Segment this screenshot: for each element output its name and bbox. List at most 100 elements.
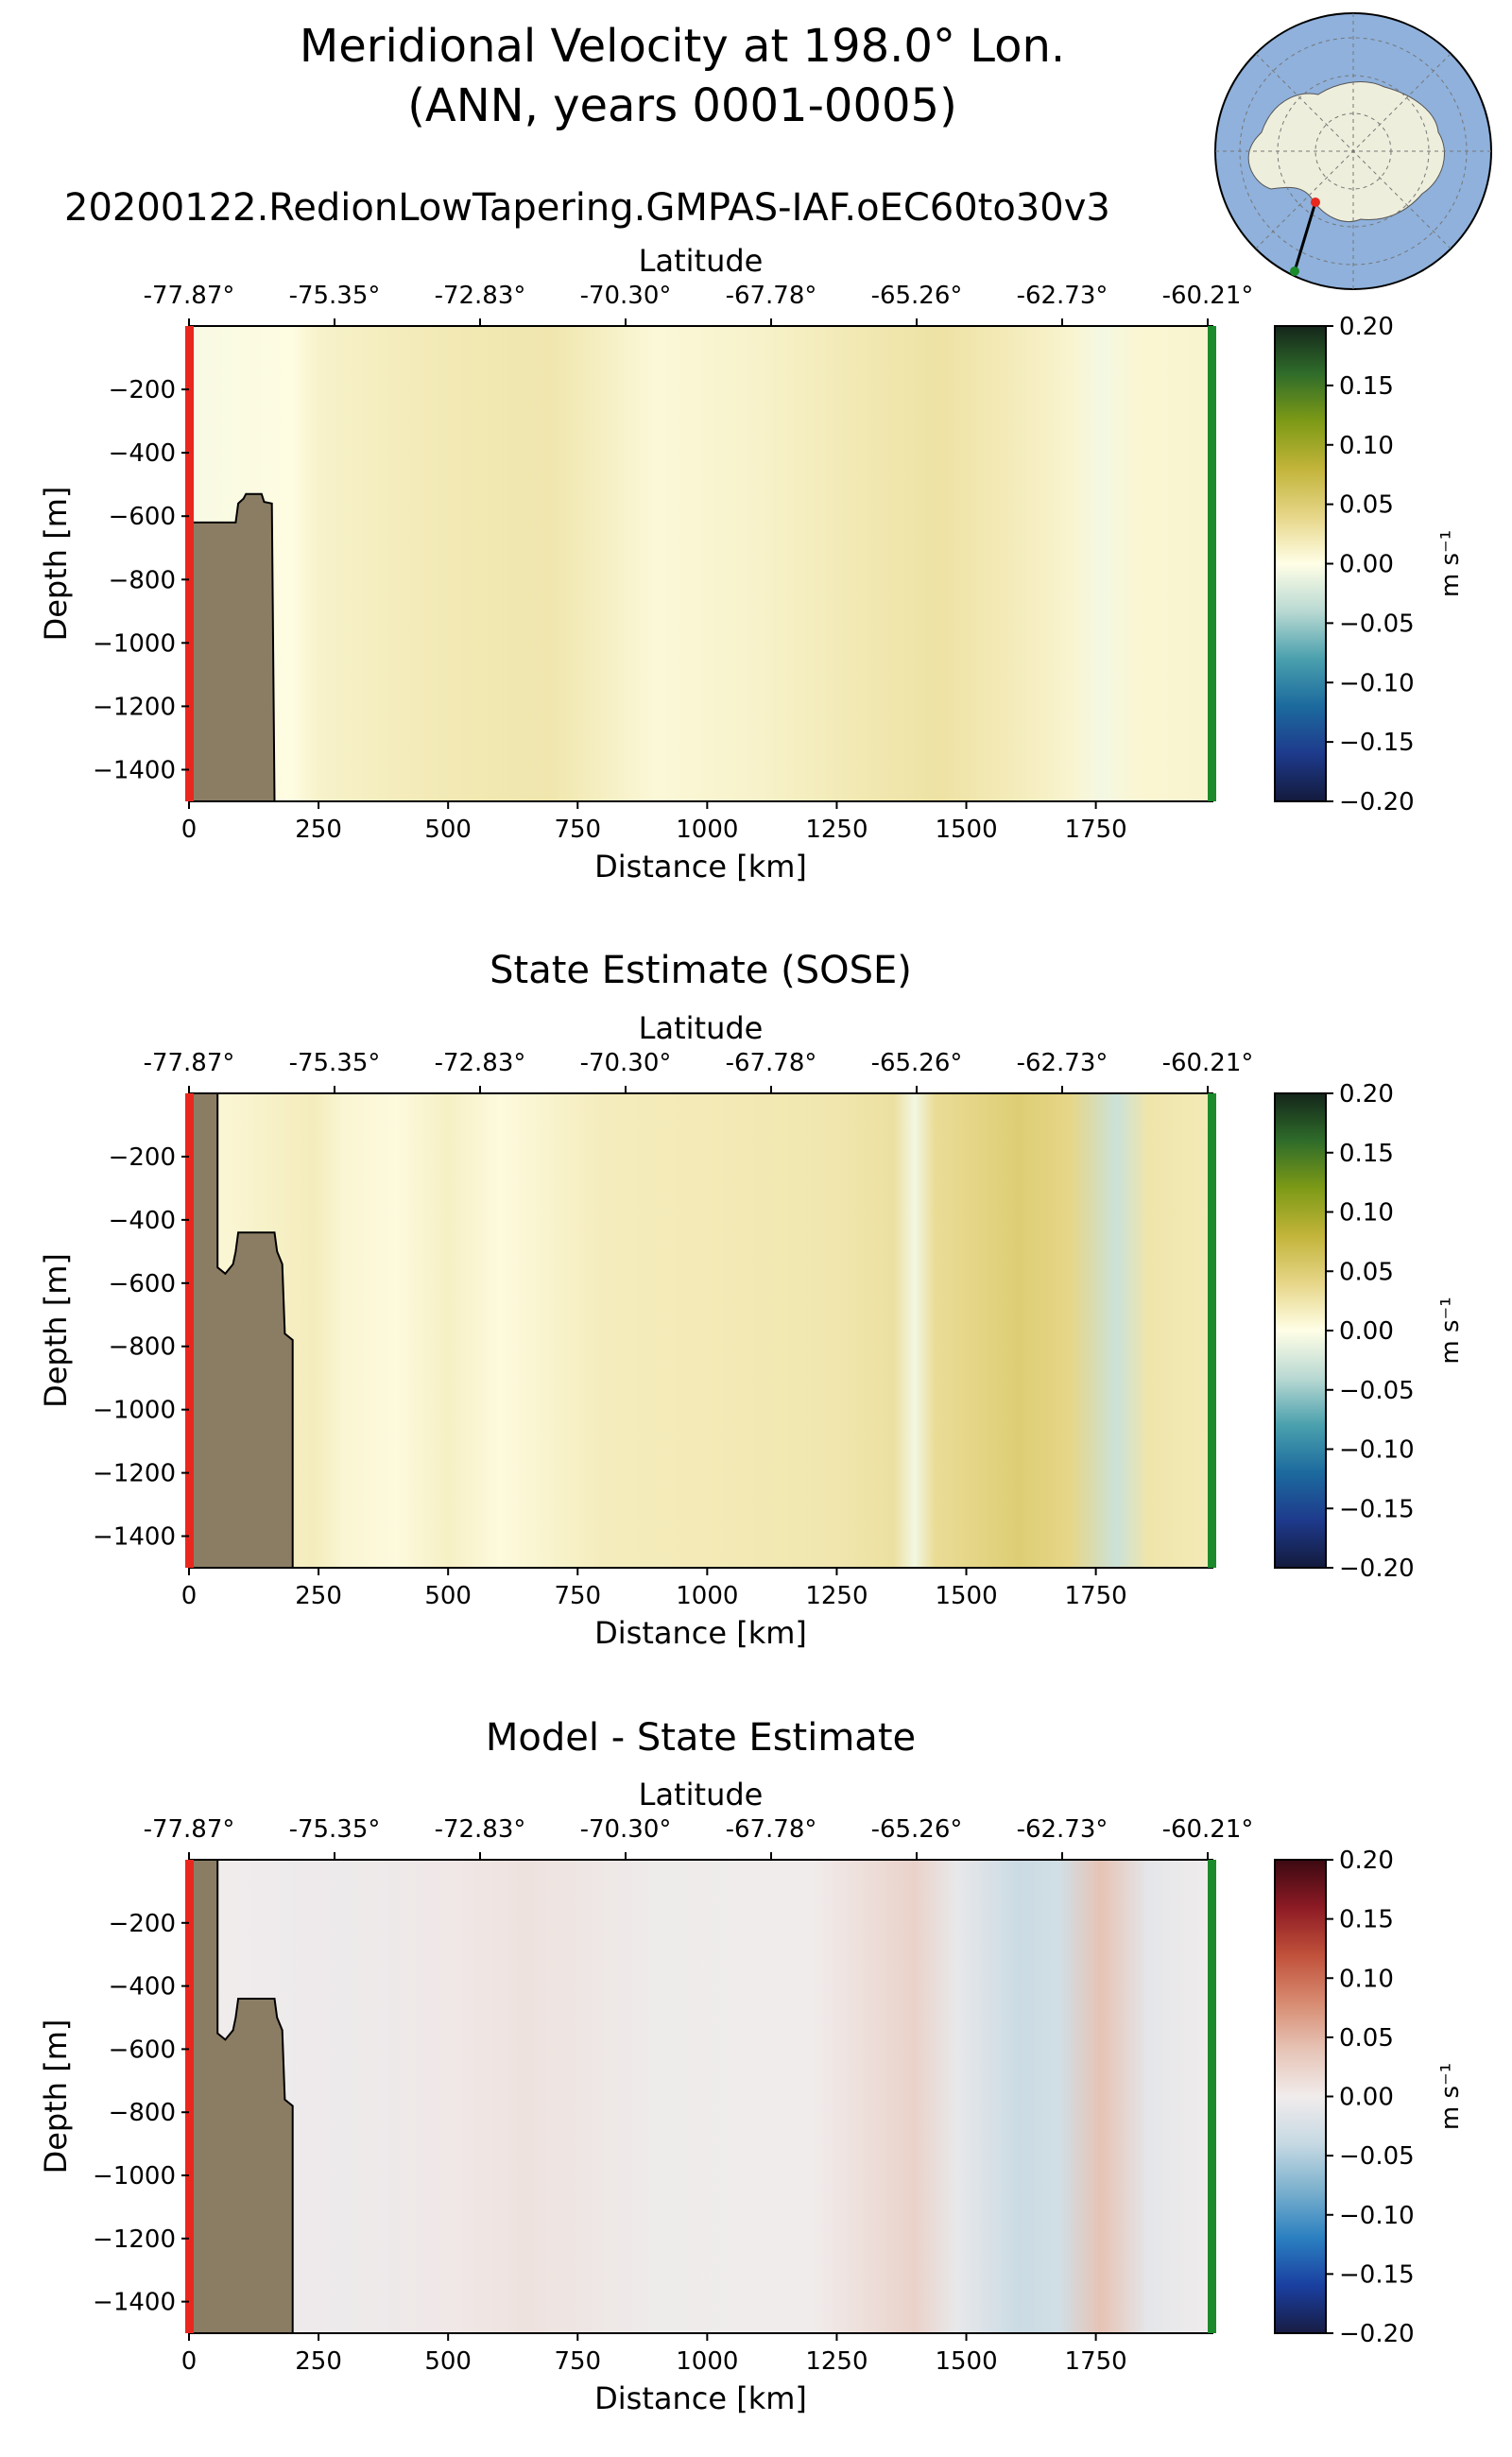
y-tick-label: −400 xyxy=(109,1973,176,2002)
y-tick-label: −1400 xyxy=(93,2289,176,2317)
y-axis-label: Depth [m] xyxy=(38,2019,74,2174)
bathymetry xyxy=(188,492,276,802)
colorbar-tick-label: 0.20 xyxy=(1339,1847,1394,1875)
top-tick-label: -70.30° xyxy=(580,282,672,310)
x-tick-label: 500 xyxy=(424,1582,472,1610)
x-tick-label: 750 xyxy=(554,2347,601,2376)
colorbar-tick-label: 0.20 xyxy=(1339,313,1394,341)
colorbar-tick-label: 0.15 xyxy=(1339,1140,1394,1168)
y-tick-label: −200 xyxy=(109,1910,176,1938)
x-tick-label: 1500 xyxy=(935,816,997,844)
top-tick-label: -67.78° xyxy=(726,282,817,310)
colorbar-tick-label: −0.20 xyxy=(1339,788,1415,816)
x-tick-label: 1500 xyxy=(935,2347,997,2376)
top-tick-label: -72.83° xyxy=(435,1815,526,1844)
panel-3: Model - State Estimate 0 250 500 750 1000 1250… xyxy=(38,1716,1465,2416)
panel-2: State Estimate (SOSE) 0 250 500 750 1000 1250 1… xyxy=(38,949,1465,1651)
top-tick-label: -65.26° xyxy=(871,1815,963,1844)
colorbar-tick-label: −0.05 xyxy=(1339,2142,1415,2171)
x-tick-label: 1000 xyxy=(676,2347,738,2376)
colorbar-tick-label: 0.15 xyxy=(1339,1906,1394,1934)
x-tick-label: 1000 xyxy=(676,816,738,844)
y-tick-label: −1000 xyxy=(93,1397,176,1425)
top-tick-label: -70.30° xyxy=(580,1815,672,1844)
x-tick-label: 250 xyxy=(295,1582,342,1610)
x-tick-label: 750 xyxy=(554,816,601,844)
colorbar xyxy=(1274,1092,1327,1569)
run-name: 20200122.RedionLowTapering.GMPAS-IAF.oEC… xyxy=(64,186,1110,230)
y-tick-label: −600 xyxy=(109,2036,176,2064)
top-axis-label: Latitude xyxy=(639,1010,764,1046)
y-tick-label: −1200 xyxy=(93,693,176,721)
colorbar-tick-label: 0.05 xyxy=(1339,491,1394,520)
bathymetry xyxy=(188,1859,294,2334)
velocity-field xyxy=(189,326,1212,801)
panel-1: 0 250 500 750 1000 1250 1500 1750 Distance [km] −… xyxy=(38,243,1465,885)
x-tick-label: 1250 xyxy=(805,2347,868,2376)
transect-start-marker xyxy=(185,1860,194,2333)
y-axis-label: Depth [m] xyxy=(38,1253,74,1408)
bathymetry xyxy=(188,1092,294,1569)
colorbar-tick-label: 0.05 xyxy=(1339,2024,1394,2053)
colorbar-tick-label: −0.10 xyxy=(1339,1436,1415,1465)
transect-end-marker xyxy=(1208,1860,1216,2333)
x-axis-label: Distance [km] xyxy=(594,849,807,885)
x-tick-label: 1750 xyxy=(1065,1582,1127,1610)
x-tick-label: 1250 xyxy=(805,1582,868,1610)
y-tick-label: −400 xyxy=(109,1207,176,1235)
colorbar-tick-label: 0.05 xyxy=(1339,1258,1394,1286)
colorbar-tick-label: −0.10 xyxy=(1339,669,1415,697)
x-tick-label: 1750 xyxy=(1065,816,1127,844)
top-tick-label: -72.83° xyxy=(435,282,526,310)
top-tick-label: -60.21° xyxy=(1162,282,1254,310)
top-tick-label: -67.78° xyxy=(726,1815,817,1844)
y-tick-label: −1400 xyxy=(93,756,176,784)
y-tick-label: −600 xyxy=(109,1270,176,1298)
inset-transect-line xyxy=(1293,201,1317,272)
x-tick-label: 500 xyxy=(424,816,472,844)
top-tick-label: -65.26° xyxy=(871,1049,963,1077)
figure-title-line1: Meridional Velocity at 198.0° Lon. xyxy=(300,20,1065,73)
colorbar-tick-label: 0.10 xyxy=(1339,1199,1394,1228)
colorbar-label: m s⁻¹ xyxy=(1436,2063,1465,2130)
x-tick-label: 1000 xyxy=(676,1582,738,1610)
colorbar-tick-label: −0.15 xyxy=(1339,2260,1415,2289)
figure-title-line2: (ANN, years 0001-0005) xyxy=(407,79,957,132)
top-tick-label: -77.87° xyxy=(144,282,235,310)
y-tick-label: −1000 xyxy=(93,629,176,658)
x-tick-label: 500 xyxy=(424,2347,472,2376)
colorbar-tick-label: −0.15 xyxy=(1339,1495,1415,1523)
colorbar-tick-label: −0.10 xyxy=(1339,2202,1415,2230)
colorbar-tick-label: 0.10 xyxy=(1339,1965,1394,1993)
south-polar-map-icon xyxy=(1247,81,1445,223)
x-tick-label: 250 xyxy=(295,2347,342,2376)
transect-end-marker xyxy=(1208,326,1216,801)
y-tick-label: −800 xyxy=(109,2099,176,2127)
inset-transect-start xyxy=(1311,198,1320,207)
y-tick-label: −1200 xyxy=(93,2225,176,2254)
x-tick-label: 1500 xyxy=(935,1582,997,1610)
colorbar-tick-label: −0.20 xyxy=(1339,1555,1415,1583)
x-tick-label: 250 xyxy=(295,816,342,844)
top-axis-label: Latitude xyxy=(639,1777,764,1813)
panel-title: State Estimate (SOSE) xyxy=(490,949,912,992)
x-tick-label: 750 xyxy=(554,1582,601,1610)
y-tick-label: −1200 xyxy=(93,1460,176,1488)
colorbar-label: m s⁻¹ xyxy=(1436,530,1465,597)
top-tick-label: -75.35° xyxy=(289,1049,381,1077)
colorbar-tick-label: 0.00 xyxy=(1339,1317,1394,1346)
inset-map xyxy=(1214,12,1492,290)
top-tick-label: -62.73° xyxy=(1017,282,1108,310)
top-tick-label: -62.73° xyxy=(1017,1049,1108,1077)
colorbar xyxy=(1274,1859,1327,2334)
y-tick-label: −200 xyxy=(109,1143,176,1172)
colorbar-tick-label: 0.15 xyxy=(1339,372,1394,401)
top-tick-label: -60.21° xyxy=(1162,1049,1254,1077)
colorbar-tick-label: 0.00 xyxy=(1339,2084,1394,2112)
colorbar xyxy=(1274,325,1327,802)
x-tick-label: 0 xyxy=(181,816,198,844)
x-axis-label: Distance [km] xyxy=(594,2380,807,2416)
colorbar-tick-label: 0.10 xyxy=(1339,432,1394,460)
velocity-field xyxy=(189,1093,1212,1568)
